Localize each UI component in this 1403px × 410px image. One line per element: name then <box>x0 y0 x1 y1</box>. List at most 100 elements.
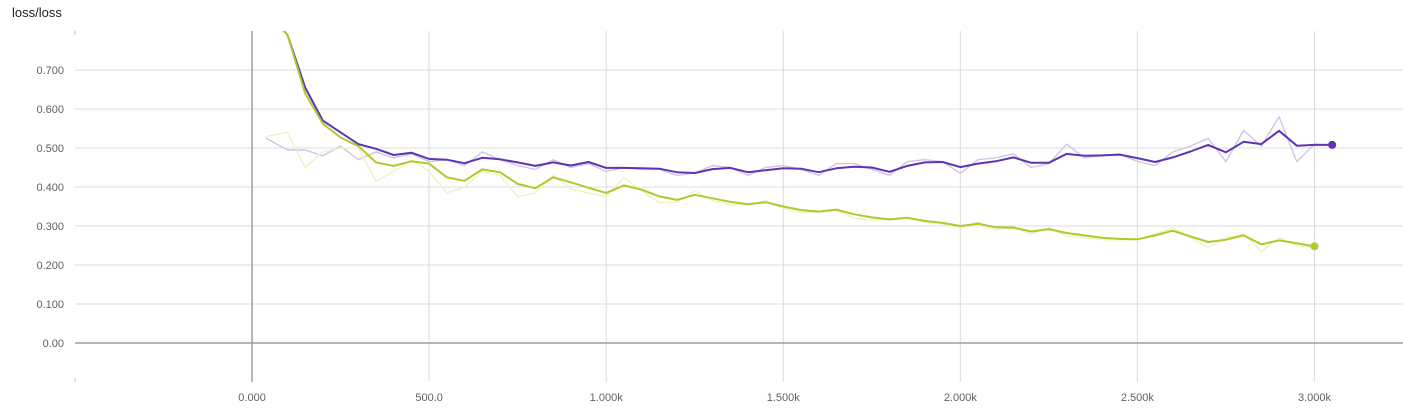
series-1-point <box>623 184 625 187</box>
series-0-raw-point <box>835 163 837 165</box>
series-1-point <box>711 197 714 200</box>
series-1-point <box>994 226 997 228</box>
series-0-point <box>924 161 926 164</box>
series-0-point <box>888 170 891 173</box>
y-tick-label: 0.200 <box>36 260 64 272</box>
series-0-raw-point <box>853 163 855 165</box>
series-0-point <box>1012 156 1015 159</box>
series-0-point <box>1048 162 1050 164</box>
series-0-point <box>623 167 625 169</box>
series-0-point <box>322 119 324 122</box>
y-tick-label: 0.300 <box>36 221 64 233</box>
series-1-point <box>1242 234 1245 237</box>
series-1-point <box>1295 242 1298 244</box>
series-0-point <box>304 86 306 89</box>
series-0-point <box>817 171 820 173</box>
series-0-point <box>1101 154 1103 157</box>
series-0-raw-point <box>340 145 342 147</box>
series-1-raw-point <box>658 202 660 204</box>
series-1-point <box>1136 238 1139 241</box>
series-1-point <box>339 136 342 139</box>
series-1-point <box>1012 226 1015 229</box>
series-0-point <box>977 162 979 165</box>
series-0-raw-point <box>1012 153 1015 155</box>
series-1-end-marker <box>1310 242 1319 251</box>
series-0-point <box>658 167 661 170</box>
series-1-point <box>676 199 678 201</box>
series-1-raw-point <box>1260 250 1262 252</box>
series-1-point <box>463 179 466 182</box>
series-1-point <box>265 11 267 13</box>
axes <box>74 31 1403 382</box>
series-1-raw-point <box>393 170 395 172</box>
series-1-line <box>282 31 1315 248</box>
series-0 <box>265 116 1333 177</box>
series-0-point <box>1065 153 1068 155</box>
y-tick-label: 0.100 <box>36 299 64 311</box>
series-1-raw-point <box>534 192 536 194</box>
series-1-point <box>924 220 926 222</box>
series-0-raw-point <box>906 161 908 163</box>
series-1-point <box>941 222 944 224</box>
series-0-raw-point <box>1278 116 1280 118</box>
series-0-point <box>481 156 484 159</box>
series-0-point <box>959 166 962 168</box>
series-0-raw-point <box>1136 161 1138 163</box>
series-1-raw-point <box>1172 227 1174 229</box>
series-0-raw-point <box>888 174 891 176</box>
series-1-point <box>1260 243 1263 246</box>
series-1-raw-point <box>1083 237 1085 239</box>
x-tick-label: 2.500k <box>1121 392 1155 404</box>
series-0-point <box>1083 155 1086 157</box>
series-0-point <box>782 167 785 170</box>
series-0-point <box>499 158 501 161</box>
series-0-point <box>1313 144 1316 146</box>
series-0-raw-point <box>393 157 395 159</box>
series-0-raw-point <box>871 168 873 171</box>
series-1-point <box>1083 234 1086 237</box>
series-1-raw-point <box>463 186 466 188</box>
series-1-raw-point <box>499 174 501 176</box>
series-0-point <box>605 167 607 169</box>
series-0-point <box>1295 144 1298 147</box>
series-0-point <box>711 168 714 170</box>
y-tick-labels: 0.00 0.100 0.200 0.300 0.400 0.500 0.600 0.700 <box>36 65 64 350</box>
series-0-raw-point <box>1225 161 1227 163</box>
series-1-point <box>1118 238 1121 240</box>
series-0-point <box>463 162 466 165</box>
series-0-point <box>1260 143 1263 145</box>
chart-title: loss/loss <box>12 5 62 20</box>
series-1-smoothed <box>265 11 1319 251</box>
series-1-raw-point <box>871 219 873 221</box>
series-0-point <box>1207 144 1210 146</box>
series-0-raw-point <box>1172 151 1174 153</box>
series-0-raw-point <box>1030 166 1032 169</box>
series-1-point <box>888 218 891 221</box>
series-1-raw-point <box>1243 233 1245 235</box>
series-1-raw-point <box>322 151 324 153</box>
series-0-raw-point <box>924 159 926 161</box>
series-0-raw-point <box>265 137 267 139</box>
series-1-point <box>853 213 855 216</box>
series-1-raw-point <box>265 135 267 137</box>
series-1-point <box>906 217 909 219</box>
series-0-raw-point <box>286 149 289 151</box>
series-0-raw-point <box>995 157 997 159</box>
series-1-raw-point <box>1207 246 1209 249</box>
series-0-raw-line <box>265 116 1333 177</box>
series-0-raw-point <box>357 159 359 161</box>
series-1-raw-point <box>764 200 767 202</box>
series-0-raw-point <box>605 170 607 172</box>
series-0-raw-point <box>1083 157 1085 159</box>
series-1-point <box>640 188 643 191</box>
series-0-point <box>410 151 413 154</box>
series-1-point <box>835 208 838 211</box>
series-1-raw-point <box>711 200 714 202</box>
series-0-raw-point <box>375 151 377 153</box>
series-1-raw-point <box>517 196 519 198</box>
series-1-point <box>534 187 537 189</box>
grid <box>75 31 1403 382</box>
series-1-point <box>1189 235 1192 238</box>
series-0-point <box>516 161 519 164</box>
